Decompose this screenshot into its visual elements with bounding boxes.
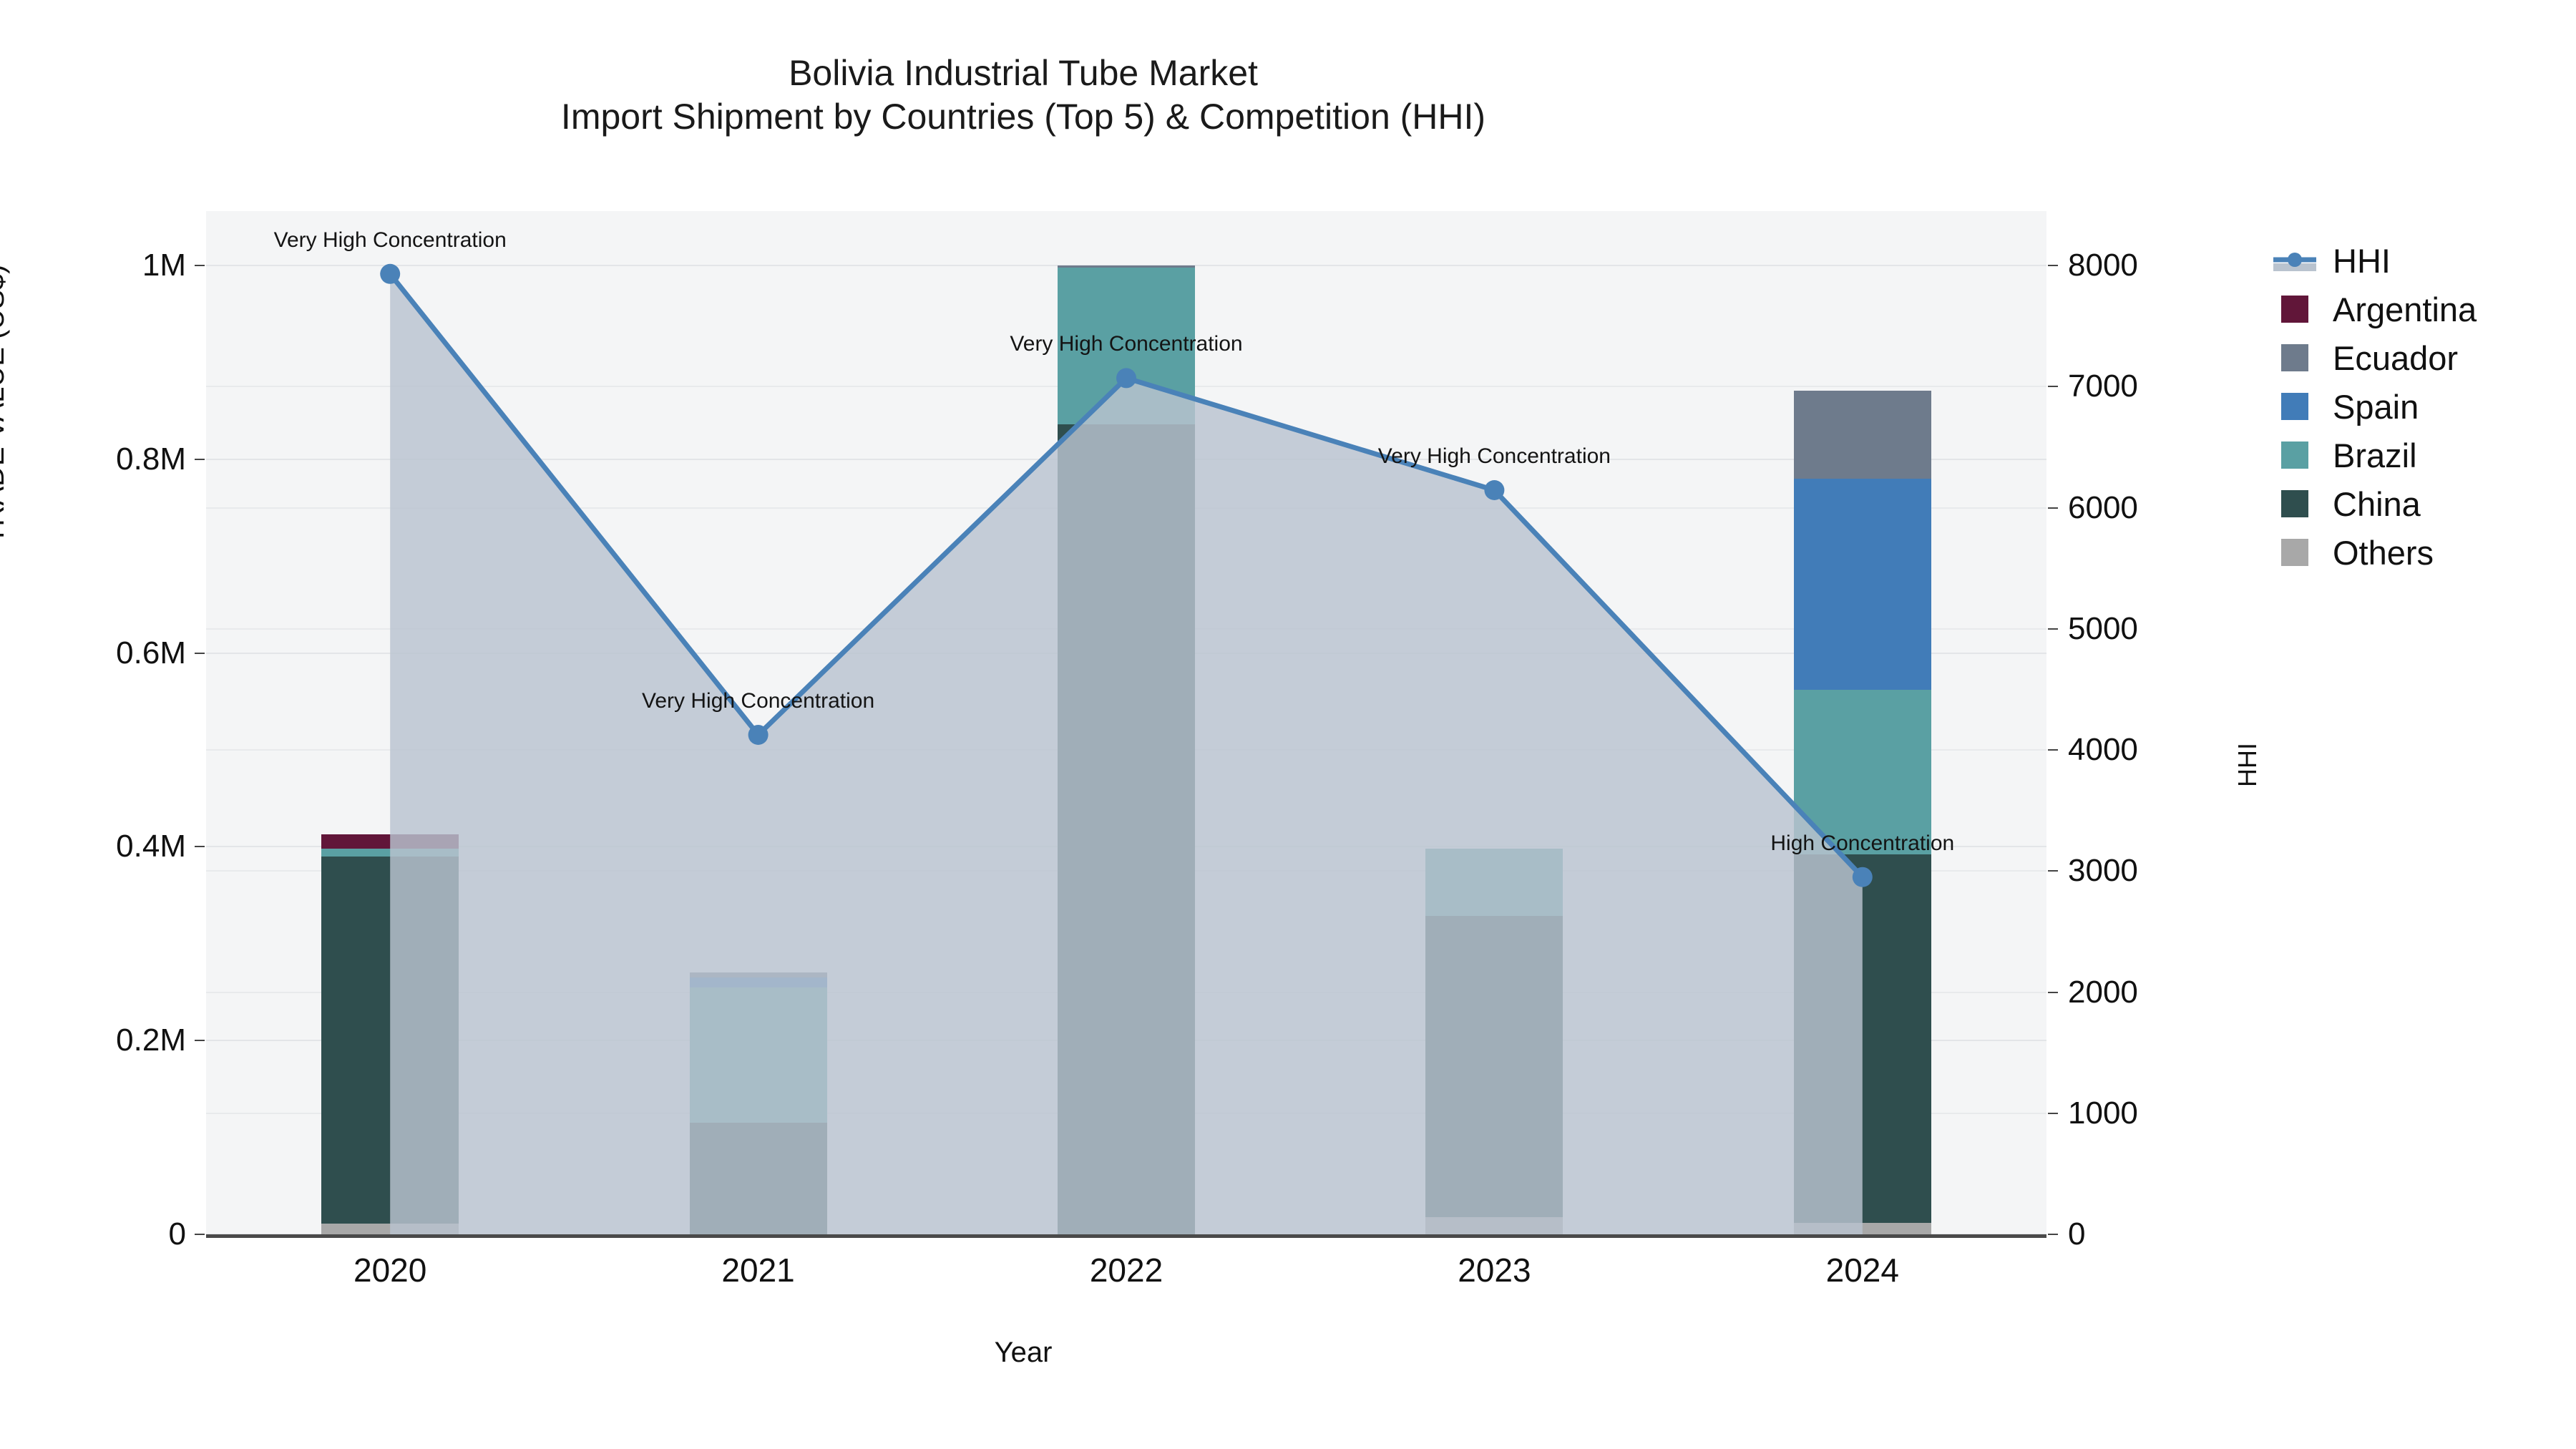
x-axis-tick-label: 2022 xyxy=(1089,1252,1163,1289)
concentration-annotation: Very High Concentration xyxy=(642,689,875,713)
x-axis-title: Year xyxy=(994,1337,1053,1368)
legend-label: HHI xyxy=(2333,241,2391,280)
concentration-annotation: Very High Concentration xyxy=(273,228,507,252)
concentration-annotation: Very High Concentration xyxy=(1377,444,1611,468)
legend-item[interactable]: Others xyxy=(2281,528,2575,577)
tick-mark xyxy=(2048,1112,2058,1114)
tick-mark xyxy=(2048,265,2058,266)
tick-mark xyxy=(195,1040,205,1042)
hhi-point[interactable] xyxy=(1852,867,1873,887)
legend-label: Brazil xyxy=(2333,436,2417,474)
x-axis-tick-label: 2020 xyxy=(353,1252,427,1289)
legend-item[interactable]: Spain xyxy=(2281,382,2575,431)
tick-mark xyxy=(2048,507,2058,509)
tick-mark xyxy=(2048,1234,2058,1235)
tick-mark xyxy=(195,1234,205,1235)
hhi-area-fill xyxy=(390,273,1863,1234)
y-axis-left-tick-label: 0.4M xyxy=(116,829,186,864)
tick-mark xyxy=(2048,749,2058,751)
legend-label: Others xyxy=(2333,533,2434,572)
plot-area: Very High Concentration Very High Concent… xyxy=(206,211,2046,1234)
y-axis-right-tick-label: 8000 xyxy=(2068,248,2138,283)
legend-label: China xyxy=(2333,484,2421,523)
y-axis-left-tick-label: 0.2M xyxy=(116,1023,186,1058)
hhi-point[interactable] xyxy=(380,263,401,284)
legend-label: Argentina xyxy=(2333,290,2477,328)
y-axis-right-tick-label: 1000 xyxy=(2068,1095,2138,1131)
legend-item[interactable]: HHI xyxy=(2273,236,2575,285)
legend-color-swatch xyxy=(2281,344,2308,371)
tick-mark xyxy=(2048,870,2058,872)
hhi-line-chart xyxy=(380,263,1873,1234)
hhi-point[interactable] xyxy=(1116,368,1136,389)
bar-segment[interactable] xyxy=(1058,265,1195,268)
legend-color-swatch xyxy=(2281,539,2308,566)
legend-label: Spain xyxy=(2333,387,2419,426)
concentration-annotation: High Concentration xyxy=(1770,831,1955,855)
y-axis-right-tick-label: 4000 xyxy=(2068,732,2138,767)
y-axis-right-title: HHI xyxy=(2233,743,2262,787)
legend-item[interactable]: Ecuador xyxy=(2281,333,2575,382)
hhi-point[interactable] xyxy=(748,725,769,745)
y-axis-left-tick-label: 0.8M xyxy=(116,441,186,477)
legend: HHI Argentina Ecuador Spain Brazil China Other… xyxy=(2273,236,2575,577)
y-axis-left-tick-label: 0.6M xyxy=(116,635,186,670)
tick-mark xyxy=(195,846,205,848)
tick-mark xyxy=(2048,991,2058,993)
y-axis-right-tick-label: 3000 xyxy=(2068,853,2138,889)
x-axis-line xyxy=(206,1234,2046,1238)
legend-color-swatch xyxy=(2281,296,2308,323)
legend-line-swatch xyxy=(2273,247,2316,274)
x-axis-tick-label: 2023 xyxy=(1458,1252,1531,1289)
legend-label: Ecuador xyxy=(2333,338,2459,377)
y-axis-right-tick-label: 6000 xyxy=(2068,489,2138,525)
bar-segment[interactable] xyxy=(321,849,459,857)
tick-mark xyxy=(2048,386,2058,388)
y-axis-right-tick-label: 7000 xyxy=(2068,369,2138,404)
legend-item[interactable]: Brazil xyxy=(2281,431,2575,479)
concentration-annotation: Very High Concentration xyxy=(1010,332,1243,356)
tick-mark xyxy=(195,265,205,266)
y-axis-right-tick-label: 2000 xyxy=(2068,974,2138,1010)
x-axis-tick-label: 2021 xyxy=(721,1252,795,1289)
bar-segment[interactable] xyxy=(1793,478,1931,691)
legend-color-swatch xyxy=(2281,490,2308,517)
y-axis-left-title: TRADE VALUE (US$) xyxy=(0,264,10,544)
hhi-markers xyxy=(380,263,1873,887)
legend-item[interactable]: Argentina xyxy=(2281,285,2575,333)
bar-segment[interactable] xyxy=(1793,390,1931,479)
x-axis-tick-label: 2024 xyxy=(1825,1252,1899,1289)
plot-clip: Very High Concentration Very High Concent… xyxy=(206,211,2046,1234)
legend-color-swatch xyxy=(2281,441,2308,469)
tick-mark xyxy=(195,652,205,654)
tick-mark xyxy=(195,458,205,460)
chart-title: Bolivia Industrial Tube Market xyxy=(789,53,1258,93)
hhi-point[interactable] xyxy=(1484,480,1505,500)
y-axis-left-tick-label: 0 xyxy=(168,1216,186,1252)
chart-title-block: Bolivia Industrial Tube Market Import Sh… xyxy=(0,52,2046,139)
y-axis-right-tick-label: 5000 xyxy=(2068,610,2138,646)
legend-item[interactable]: China xyxy=(2281,479,2575,528)
y-axis-left-tick-label: 1M xyxy=(142,248,186,283)
legend-color-swatch xyxy=(2281,393,2308,420)
chart-subtitle: Import Shipment by Countries (Top 5) & C… xyxy=(560,97,1486,137)
tick-mark xyxy=(2048,628,2058,630)
y-axis-right-tick-label: 0 xyxy=(2068,1216,2086,1252)
